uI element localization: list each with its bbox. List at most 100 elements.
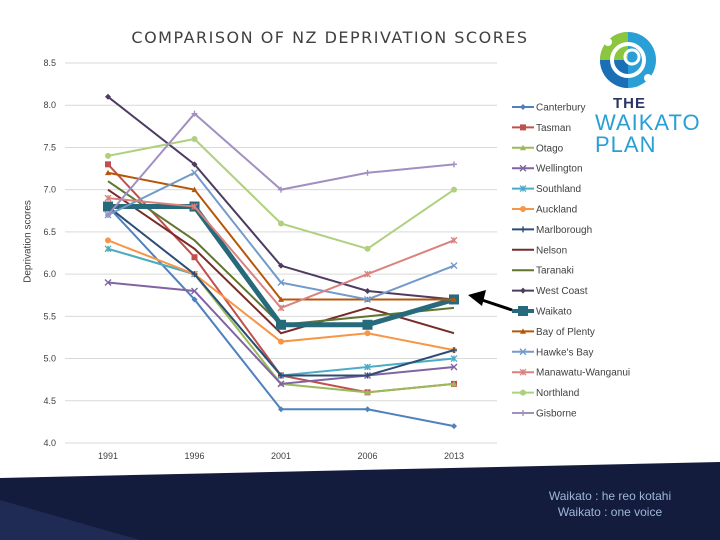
waikato-plan-logo-icon <box>600 32 656 88</box>
legend-label: Hawke's Bay <box>536 347 594 358</box>
legend-item: Northland <box>512 388 579 399</box>
y-tick-label: 6.0 <box>43 269 56 279</box>
legend-item: Waikato <box>512 306 572 318</box>
data-point <box>520 328 526 334</box>
data-point <box>191 136 198 142</box>
logo-text: THE WAIKATO PLAN <box>595 95 715 156</box>
legend-label: Northland <box>536 388 579 399</box>
data-point <box>103 201 113 212</box>
data-point <box>278 406 284 413</box>
footer-band <box>0 462 720 540</box>
legend-label: Bay of Plenty <box>536 327 595 338</box>
data-point <box>278 296 284 302</box>
y-tick-label: 7.0 <box>43 185 56 195</box>
data-point <box>451 380 457 387</box>
data-point <box>191 254 198 261</box>
y-tick-labels: 4.0 4.5 5.0 5.5 6.0 6.5 7.0 7.5 8.0 8.5 <box>43 58 56 448</box>
y-tick-label: 8.5 <box>43 58 56 68</box>
data-point <box>364 288 371 294</box>
data-point <box>450 355 458 363</box>
data-point <box>520 124 526 131</box>
legend-item: Hawke's Bay <box>512 347 594 358</box>
data-point <box>191 287 198 295</box>
data-point <box>104 245 112 253</box>
data-point <box>364 363 371 371</box>
series-line <box>107 95 455 301</box>
data-point <box>364 372 371 379</box>
data-point <box>520 104 526 110</box>
footer-line-2: Waikato : one voice <box>557 505 663 519</box>
legend-item: Bay of Plenty <box>512 327 595 338</box>
data-point <box>520 226 526 233</box>
x-tick-label: 2001 <box>271 451 291 461</box>
data-point <box>450 363 458 371</box>
data-point <box>277 279 285 287</box>
data-point <box>278 372 284 379</box>
data-point <box>451 296 457 302</box>
data-point <box>451 186 457 193</box>
data-point <box>191 169 198 177</box>
data-point <box>277 304 285 312</box>
chart-title: COMPARISON OF NZ DEPRIVATION SCORES <box>131 28 529 47</box>
series-line <box>107 197 455 310</box>
legend-label: Wellington <box>536 164 583 175</box>
series-hawke-s-bay <box>104 169 458 303</box>
legend-item: Taranaki <box>512 266 574 277</box>
legend-label: Canterbury <box>536 103 585 114</box>
data-point <box>105 237 111 244</box>
data-point <box>450 236 458 244</box>
legend-label: West Coast <box>536 286 588 297</box>
legend-item: Otago <box>512 143 564 154</box>
data-point <box>105 212 111 218</box>
data-point <box>278 186 284 193</box>
y-tick-label: 4.5 <box>43 396 56 406</box>
x-tick-label: 1996 <box>184 451 204 461</box>
data-point <box>364 389 371 395</box>
data-point <box>105 93 111 100</box>
data-point <box>451 423 457 430</box>
data-point <box>104 279 112 287</box>
data-point <box>278 262 284 269</box>
data-point <box>364 406 371 413</box>
series-manawatu-wanganui <box>104 194 458 312</box>
legend-label: Otago <box>536 143 564 154</box>
data-point <box>191 110 198 117</box>
legend-item: Gisborne <box>512 409 577 420</box>
legend-label: Southland <box>536 184 581 195</box>
y-tick-label: 8.0 <box>43 100 56 110</box>
legend-label: Gisborne <box>536 409 577 420</box>
series-lines <box>103 93 459 430</box>
data-point <box>105 169 111 176</box>
legend-item: West Coast <box>512 286 588 297</box>
legend-label: Taranaki <box>536 266 574 277</box>
logo-plan: PLAN <box>595 132 657 157</box>
legend: Canterbury Tasman Otago Wellington Southland… <box>512 103 630 420</box>
series-gisborne <box>105 110 457 218</box>
footer-line-1: Waikato : he reo kotahi <box>548 489 672 503</box>
data-point <box>276 319 286 330</box>
series-west-coast <box>105 93 457 303</box>
x-tick-label: 2006 <box>357 451 377 461</box>
data-point <box>451 161 457 168</box>
x-tick-label: 2013 <box>444 451 464 461</box>
logo-waikato: WAIKATO <box>595 110 701 135</box>
series-marlborough <box>105 203 457 379</box>
y-tick-label: 7.5 <box>43 142 56 152</box>
data-point <box>277 380 285 388</box>
legend-label: Tasman <box>536 123 571 134</box>
data-point <box>191 271 198 278</box>
legend-item: Southland <box>512 184 581 195</box>
x-tick-label: 1991 <box>98 451 118 461</box>
data-point <box>451 347 457 354</box>
legend-label: Nelson <box>536 245 567 256</box>
waikato-arrow <box>468 290 513 312</box>
data-point <box>364 295 371 303</box>
data-point <box>191 161 198 168</box>
data-point <box>520 410 526 416</box>
legend-item: Wellington <box>512 164 583 175</box>
series-tasman <box>105 161 457 396</box>
data-point <box>364 245 371 252</box>
footer-tagline: Waikato : he reo kotahi Waikato : one vo… <box>520 488 700 520</box>
series-line <box>107 112 455 216</box>
